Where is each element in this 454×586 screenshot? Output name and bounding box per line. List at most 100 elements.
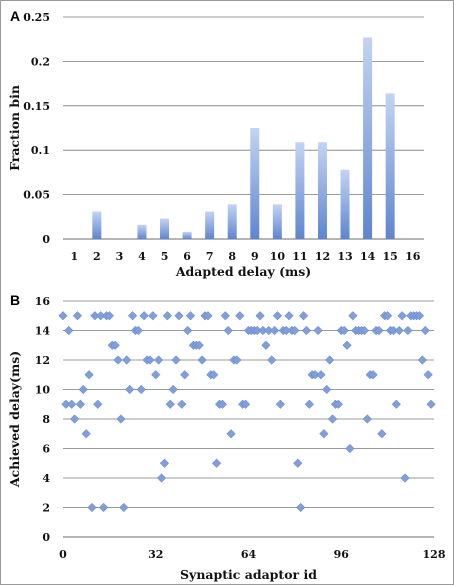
y-tick-label: 14 <box>35 325 51 338</box>
y-tick-label: 0.2 <box>31 55 50 68</box>
y-tick-label: 16 <box>35 295 51 308</box>
scatter-point <box>420 325 430 336</box>
scatter-point <box>232 355 242 365</box>
bar <box>340 169 350 239</box>
scatter-point <box>298 311 309 321</box>
x-tick-label: 10 <box>270 250 286 263</box>
scatter-point <box>394 325 404 336</box>
scatter-point <box>304 399 315 409</box>
x-tick-label: 128 <box>423 548 446 561</box>
scatter-point <box>339 325 349 336</box>
scatter-point <box>368 370 378 380</box>
scatter-point <box>362 414 372 424</box>
bar <box>385 93 395 239</box>
scatter-point <box>69 414 80 424</box>
scatter-point <box>333 399 344 409</box>
x-tick-label: 11 <box>292 250 307 263</box>
y-tick-label: 12 <box>35 354 50 367</box>
scatter-point <box>127 311 138 321</box>
scatter-point <box>382 311 393 321</box>
scatter-point <box>168 384 178 395</box>
y-tick-label: 0 <box>42 531 50 544</box>
scatter-point <box>327 414 338 424</box>
x-tick-label: 12 <box>315 250 330 263</box>
scatter-point <box>272 311 283 321</box>
scatter-point <box>139 311 149 321</box>
scatter-point <box>58 311 68 321</box>
scatter-point <box>151 370 161 380</box>
y-tick-label: 0.15 <box>23 100 50 113</box>
x-tick-label: 3 <box>116 250 124 263</box>
scatter-point <box>269 325 280 336</box>
scatter-point <box>182 325 193 336</box>
scatter-point <box>313 325 323 336</box>
scatter-point <box>145 355 155 365</box>
scatter-point <box>426 399 436 409</box>
scatter-point <box>87 502 97 513</box>
y-tick-label: 8 <box>42 413 50 426</box>
scatter-point <box>148 311 158 321</box>
scatter-point <box>203 311 213 321</box>
scatter-point <box>226 429 236 439</box>
scatter-point <box>104 311 115 321</box>
scatter-point <box>136 384 146 395</box>
scatter-point <box>423 370 433 380</box>
y-tick-label: 4 <box>42 472 50 485</box>
scatter-point <box>417 355 428 365</box>
x-tick-label: 4 <box>138 250 146 263</box>
scatter-point <box>316 370 326 380</box>
scatter-point <box>284 311 294 321</box>
bar <box>250 128 260 239</box>
scatter-point <box>377 429 387 439</box>
scatter-point <box>359 325 370 336</box>
y-tick-label: 0 <box>42 233 50 246</box>
scatter-point <box>414 311 425 321</box>
scatter-point <box>275 399 286 409</box>
scatter-point <box>261 340 271 350</box>
chart-a: A00.050.10.150.20.251 2 3 4 5 6 7 8 9 10 11 12 13 14 1… <box>7 8 424 279</box>
scatter-point <box>322 384 332 395</box>
scatter-point <box>301 325 312 336</box>
x-tick-label: 32 <box>148 548 163 561</box>
y-tick-label: 0.05 <box>23 189 50 202</box>
bar <box>182 231 192 239</box>
scatter-point <box>342 340 352 350</box>
scatter-point <box>293 458 303 468</box>
scatter-point <box>133 325 144 336</box>
scatter-point <box>64 325 74 336</box>
scatter-point <box>78 384 88 395</box>
scatter-point <box>267 355 277 365</box>
x-tick-label: 13 <box>337 250 352 263</box>
y-tick-label: 2 <box>42 502 50 515</box>
scatter-point <box>345 443 355 454</box>
scatter-point <box>209 370 219 380</box>
x-axis-label: Adapted delay (ms) <box>175 264 311 279</box>
scatter-point <box>171 355 181 365</box>
scatter-point <box>220 311 230 321</box>
bar <box>295 142 305 239</box>
chart-b: B 0 2 4 6 8 10 12 14 16 0 32 64 96 128 Synaptic adaptor… <box>7 292 446 582</box>
bar <box>272 204 282 239</box>
panel-label-b: B <box>10 292 20 308</box>
scatter-point <box>116 414 126 424</box>
bar <box>137 224 147 239</box>
bar <box>317 142 327 239</box>
scatter-point <box>397 311 407 321</box>
y-tick-label: 0.1 <box>31 144 50 157</box>
x-tick-label: 6 <box>183 250 191 263</box>
scatter-point <box>125 384 135 395</box>
scatter-point <box>255 311 265 321</box>
scatter-point <box>391 399 401 409</box>
scatter-point <box>348 311 358 321</box>
scatter-point <box>325 355 335 365</box>
x-tick-label: 5 <box>161 250 169 263</box>
bar <box>363 37 373 240</box>
scatter-point <box>296 502 306 513</box>
y-tick-label: 10 <box>35 384 51 397</box>
scatter-point <box>211 458 222 468</box>
scatter-point <box>180 370 190 380</box>
y-tick-label: 6 <box>42 443 50 456</box>
x-tick-label: 64 <box>241 548 257 561</box>
scatter-point <box>174 311 184 321</box>
